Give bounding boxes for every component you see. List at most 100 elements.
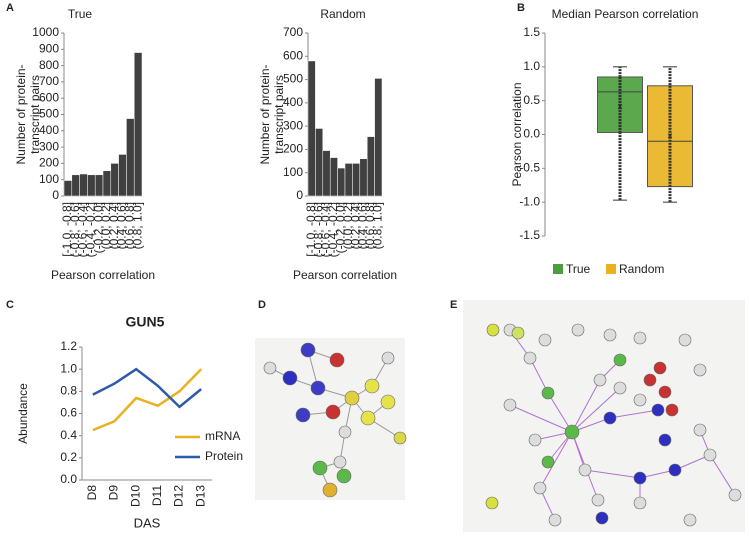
chart-title: True (68, 7, 93, 21)
y-tick-label: 500 (39, 107, 59, 121)
y-tick-label: 0 (52, 188, 59, 202)
x-tick-label: (-0.4, -0.2] (326, 202, 340, 257)
bar (133, 52, 143, 197)
x-tick-label: (-0.8, -0.6] (311, 202, 325, 257)
y-tick-label: 100 (39, 172, 59, 186)
network-bg (463, 300, 745, 532)
x-tick-label: D13 (193, 485, 207, 507)
y-tick-label: 0.4 (60, 428, 77, 442)
bar (118, 154, 127, 197)
panel-label: E (450, 299, 457, 311)
y-tick-label: 200 (39, 156, 59, 170)
nodes (485, 323, 742, 527)
y-tick-label: -1.5 (519, 228, 540, 242)
bar (71, 174, 80, 197)
y-tick-label: 1.0 (523, 59, 540, 73)
y-axis-label: Number of protein- (258, 64, 272, 164)
x-axis-label: DAS (134, 515, 161, 530)
y-tick-label: 600 (283, 48, 303, 62)
y-axis-label: transcript pairs (272, 75, 286, 154)
y-tick-label: 900 (39, 41, 59, 55)
network-d (255, 338, 407, 500)
x-tick-label: D9 (107, 485, 121, 501)
y-tick-label: 200 (283, 142, 303, 156)
legend-label: Protein (205, 449, 243, 463)
y-tick-label: 0.2 (60, 450, 77, 464)
x-tick-label: (-0.6, -0.4] (319, 202, 333, 257)
bar (79, 173, 88, 197)
y-tick-label: 0.8 (60, 384, 77, 398)
bar (110, 163, 119, 197)
y-tick-label: 300 (39, 139, 59, 153)
bar (337, 167, 346, 197)
bar (63, 180, 73, 197)
chart-title: Median Pearson correlation (552, 7, 699, 21)
y-tick-label: 300 (283, 118, 303, 132)
x-tick-label: [-1.0, -0.8] (304, 202, 318, 257)
y-tick-label: -1.0 (519, 194, 540, 208)
bar (359, 158, 368, 197)
x-tick-label: D10 (128, 485, 142, 507)
chart-title: GUN5 (126, 314, 165, 330)
x-tick-label: (0.4, 0.6] (356, 202, 370, 249)
y-tick-label: 400 (283, 95, 303, 109)
bar (102, 170, 112, 197)
bar (322, 150, 331, 197)
bar (87, 174, 96, 197)
y-tick-label: 700 (283, 25, 303, 39)
x-axis-label: Pearson correlation (293, 268, 397, 282)
mean-marker: × (667, 131, 673, 142)
legend-swatch (606, 264, 616, 274)
x-tick-label: (0.4, 0.6] (115, 202, 129, 249)
line (92, 368, 203, 432)
x-tick-label: (0.2, 0.4] (348, 202, 362, 249)
y-tick-label: 600 (39, 90, 59, 104)
x-tick-label: (0.8, 1.0] (130, 202, 144, 249)
bar (94, 174, 104, 197)
legend-label: True (566, 262, 591, 276)
bar (374, 78, 383, 197)
panel-label: B (517, 2, 525, 14)
line (92, 367, 202, 409)
bar (315, 128, 324, 197)
y-tick-label: 0.0 (60, 472, 77, 486)
y-tick-label: 800 (39, 58, 59, 72)
y-tick-label: 700 (39, 74, 59, 88)
legend-swatch (553, 264, 563, 274)
x-tick-label: (-0.2, 0.0] (91, 202, 105, 253)
y-tick-label: 0.6 (60, 406, 77, 420)
x-tick-label: (0.8, 1.0] (370, 202, 384, 249)
x-tick-label: (0.0, 0.2] (341, 202, 355, 249)
y-tick-label: 1.0 (60, 361, 77, 375)
bar (307, 60, 316, 197)
y-axis-label: Pearson correlation (510, 82, 524, 186)
legend-label: Random (619, 262, 664, 276)
y-tick-label: 0.0 (523, 127, 540, 141)
y-tick-label: 1.2 (60, 339, 77, 353)
legend-label: mRNA (205, 429, 240, 443)
y-tick-label: 1.5 (523, 25, 540, 39)
bar (329, 157, 338, 197)
y-tick-label: -0.5 (519, 161, 540, 175)
y-axis-label: Number of protein- (14, 64, 28, 164)
x-tick-label: [-1.0, -0.8] (60, 202, 74, 257)
x-tick-label: D11 (150, 485, 164, 506)
x-tick-label: D12 (172, 485, 186, 507)
y-tick-label: 0 (296, 188, 303, 202)
bar (344, 163, 353, 197)
x-tick-label: (-0.8, -0.6] (68, 202, 82, 257)
x-tick-label: (0.2, 0.4] (107, 202, 121, 249)
x-tick-label: (-0.2, 0.0] (333, 202, 347, 253)
x-tick-label: D8 (85, 485, 99, 501)
x-tick-label: (-0.6, -0.4] (76, 202, 90, 257)
x-tick-label: (0.6, 0.8] (363, 202, 377, 249)
x-tick-label: (-0.4, -0.2] (83, 202, 97, 257)
x-tick-label: (0.0, 0.2] (99, 202, 113, 249)
nodes (263, 342, 407, 498)
y-tick-label: 400 (39, 123, 59, 137)
x-tick-label: (0.6, 0.8] (122, 202, 136, 249)
panel-label: D (258, 299, 266, 311)
y-axis-label: transcript pairs (28, 75, 42, 154)
